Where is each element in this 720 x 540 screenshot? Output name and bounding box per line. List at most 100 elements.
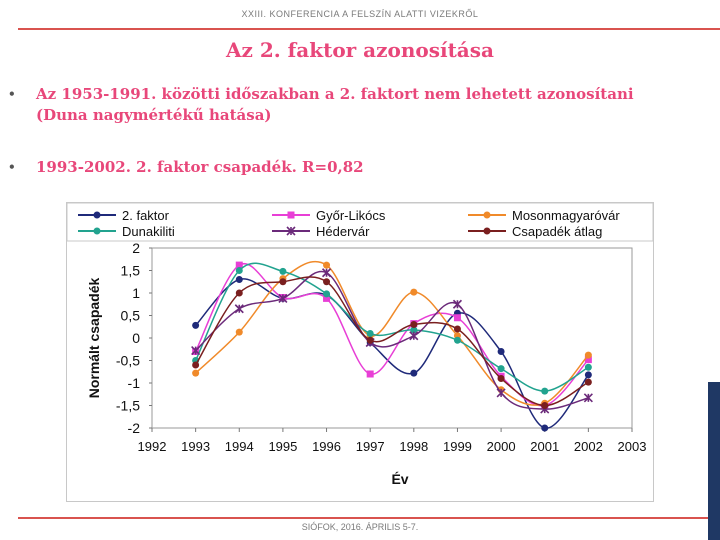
x-axis-label: Év (391, 471, 408, 487)
data-point (366, 336, 374, 344)
x-tick-label: 1994 (225, 439, 254, 454)
legend-label: Hédervár (316, 224, 370, 239)
data-point (497, 365, 505, 373)
data-point (279, 278, 287, 286)
legend-marker (483, 227, 491, 235)
x-tick-label: 1996 (312, 439, 341, 454)
legend-label: Csapadék átlag (512, 224, 602, 239)
y-tick-label: 2 (132, 240, 140, 256)
data-point (541, 387, 549, 395)
data-point (453, 325, 461, 333)
y-tick-label: 1 (132, 285, 140, 301)
footer-text: SIÓFOK, 2016. ÁPRILIS 5-7. (301, 522, 419, 532)
data-point (410, 369, 418, 377)
data-point (541, 402, 549, 409)
series-line (194, 262, 589, 392)
data-point (192, 369, 200, 377)
data-point (323, 294, 331, 302)
data-point (496, 388, 506, 398)
legend: 2. faktor Győr-Likócs Mosonmagyaróvár Dunak… (66, 202, 654, 242)
data-point (410, 326, 418, 334)
x-tick-label: 2001 (530, 439, 559, 454)
x-tick-label: 1992 (138, 439, 167, 454)
data-point (453, 314, 461, 322)
legend-marker (93, 227, 101, 235)
footer-divider (18, 517, 708, 519)
bullet-1-line-2: (Duna nagymértékű hatása) (36, 106, 272, 124)
data-point (323, 290, 331, 298)
y-tick-label: -1,5 (116, 398, 140, 414)
data-point (191, 346, 201, 356)
data-point (279, 267, 287, 275)
x-tick-label: 2003 (618, 439, 647, 454)
series-line (195, 260, 589, 406)
data-point (235, 267, 243, 274)
data-point (452, 299, 463, 309)
data-point (410, 321, 418, 328)
x-tick-label: 1998 (399, 439, 428, 454)
data-point (235, 276, 243, 283)
data-point (584, 351, 592, 359)
bullet-marker: • (8, 87, 16, 101)
legend-item: Dunakiliti (78, 224, 175, 239)
data-point (497, 348, 505, 355)
data-point (321, 268, 332, 278)
legend-marker (93, 211, 101, 219)
x-tick-label: 1997 (356, 439, 385, 454)
data-point (235, 328, 243, 336)
data-point (323, 278, 331, 286)
x-tick-label: 1995 (268, 439, 297, 454)
legend-marker (287, 211, 295, 219)
data-point (278, 293, 288, 303)
data-point (234, 304, 244, 314)
series-line (194, 276, 589, 407)
x-tick-label: 2002 (574, 439, 603, 454)
slide-title: Az 2. faktor azonosítása (226, 38, 494, 62)
data-point (409, 331, 419, 341)
bullet-marker: • (8, 160, 16, 174)
legend-item: Mosonmagyaróvár (468, 208, 620, 223)
y-axis-label: Normált csapadék (86, 277, 102, 398)
data-point (410, 288, 418, 296)
legend-item: Hédervár (272, 224, 370, 239)
data-point (192, 321, 200, 329)
data-point (584, 363, 592, 371)
data-point (541, 424, 549, 432)
legend-box (66, 202, 654, 242)
y-tick-label: 1,5 (121, 263, 141, 279)
bullet-2-line-1: 1993-2002. 2. faktor csapadék. R=0,82 (36, 158, 364, 176)
y-tick-label: -1 (128, 375, 141, 391)
header-text: XXIII. KONFERENCIA A FELSZÍN ALATTI VIZE… (241, 9, 479, 19)
data-point (584, 356, 592, 364)
x-tick-label: 1993 (181, 439, 210, 454)
legend-item: Csapadék átlag (468, 224, 602, 239)
data-point (235, 261, 243, 269)
series-line (195, 278, 589, 429)
data-point (366, 370, 374, 378)
data-point (235, 289, 243, 297)
y-tick-label: -2 (128, 420, 141, 436)
bullet-1-line-1: Az 1953-1991. közötti időszakban a 2. fa… (36, 85, 634, 103)
data-point (497, 375, 505, 382)
series (192, 276, 592, 409)
y-tick-label: 0 (132, 330, 140, 346)
legend-item: 2. faktor (78, 208, 170, 223)
data-point (584, 378, 592, 386)
x-tick-label: 2000 (487, 439, 516, 454)
data-point (453, 336, 461, 344)
legend-label: Dunakiliti (122, 224, 175, 239)
y-tick-label: 0,5 (121, 308, 141, 324)
data-point (323, 261, 331, 269)
precipitation-chart: 2. faktor Győr-Likócs Mosonmagyaróvár Dunak… (66, 202, 654, 502)
legend-label: Mosonmagyaróvár (512, 208, 620, 223)
data-point (192, 361, 200, 369)
series-line (195, 270, 589, 410)
x-tick-label: 1999 (443, 439, 472, 454)
legend-label: 2. faktor (122, 208, 170, 223)
decorative-side-bar (708, 382, 720, 540)
header-divider (18, 28, 720, 30)
legend-marker (286, 226, 296, 236)
legend-marker (483, 211, 491, 219)
y-tick-label: -0,5 (116, 353, 140, 369)
data-point (583, 393, 593, 403)
